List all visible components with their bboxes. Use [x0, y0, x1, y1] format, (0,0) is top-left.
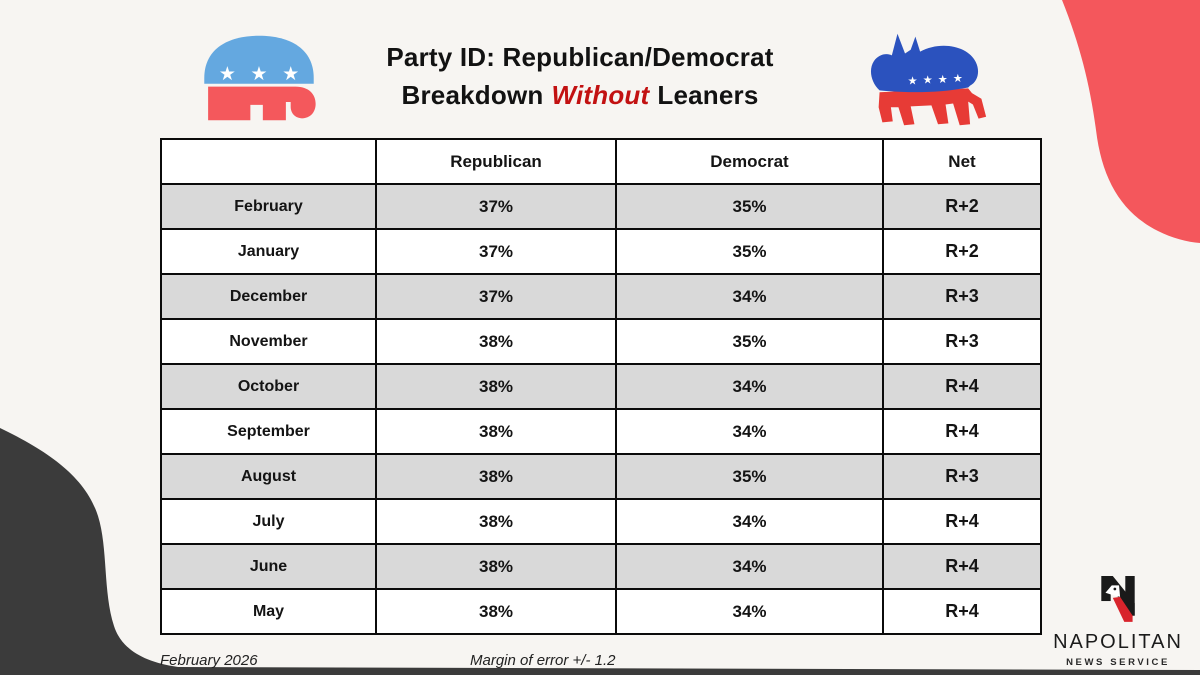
democrat-cell: 34% [615, 588, 884, 635]
brand-tagline: NEWS SERVICE [1066, 657, 1170, 668]
republican-cell: 38% [375, 453, 617, 500]
month-cell: August [160, 453, 377, 500]
svg-text:★: ★ [908, 75, 918, 88]
democrat-cell: 34% [615, 408, 884, 455]
table-row: July 38% 34% R+4 [160, 498, 1042, 545]
footer-date: February 2026 [160, 652, 258, 669]
table-row: February 37% 35% R+2 [160, 183, 1042, 230]
title-line-2-suffix: Leaners [657, 80, 759, 110]
table-row: January 37% 35% R+2 [160, 228, 1042, 275]
democrat-cell: 34% [615, 363, 884, 410]
table-header-row: Republican Democrat Net [160, 138, 1042, 185]
net-cell: R+2 [882, 228, 1042, 275]
table-row: December 37% 34% R+3 [160, 273, 1042, 320]
table-row: October 38% 34% R+4 [160, 363, 1042, 410]
democrat-cell: 35% [615, 453, 884, 500]
month-cell: November [160, 318, 377, 365]
republican-cell: 38% [375, 498, 617, 545]
republican-cell: 37% [375, 273, 617, 320]
republican-cell: 38% [375, 543, 617, 590]
svg-text:★: ★ [923, 74, 933, 87]
month-cell: December [160, 273, 377, 320]
net-cell: R+4 [882, 363, 1042, 410]
month-cell: July [160, 498, 377, 545]
napolitan-eagle-n-icon [1101, 576, 1135, 622]
table-row: May 38% 34% R+4 [160, 588, 1042, 635]
net-cell: R+2 [882, 183, 1042, 230]
republican-cell: 38% [375, 408, 617, 455]
republican-cell: 37% [375, 228, 617, 275]
table-row: November 38% 35% R+3 [160, 318, 1042, 365]
svg-text:★: ★ [953, 72, 963, 85]
republican-cell: 38% [375, 588, 617, 635]
party-id-table: Republican Democrat Net February 37% 35%… [160, 138, 1042, 635]
napolitan-brand: NAPOLITAN NEWS SERVICE [1040, 576, 1196, 668]
title-line-2-highlight: Without [551, 80, 650, 110]
svg-text:★: ★ [250, 62, 267, 85]
title-line-1: Party ID: Republican/Democrat [386, 42, 774, 72]
republican-cell: 38% [375, 363, 617, 410]
table-row: September 38% 34% R+4 [160, 408, 1042, 455]
table-row: June 38% 34% R+4 [160, 543, 1042, 590]
footer-margin-of-error: Margin of error +/- 1.2 [470, 652, 616, 669]
header-month [160, 138, 377, 185]
month-cell: June [160, 543, 377, 590]
republican-elephant-icon: ★ ★ ★ [204, 35, 316, 121]
table-row: August 38% 35% R+3 [160, 453, 1042, 500]
svg-text:★: ★ [938, 73, 948, 86]
svg-text:★: ★ [282, 62, 299, 85]
month-cell: May [160, 588, 377, 635]
republican-cell: 37% [375, 183, 617, 230]
brand-name: NAPOLITAN [1053, 631, 1183, 653]
net-cell: R+4 [882, 408, 1042, 455]
democrat-cell: 34% [615, 498, 884, 545]
republican-cell: 38% [375, 318, 617, 365]
month-cell: October [160, 363, 377, 410]
democrat-donkey-icon: ★ ★ ★ ★ [870, 33, 987, 126]
month-cell: February [160, 183, 377, 230]
democrat-cell: 34% [615, 543, 884, 590]
net-cell: R+3 [882, 273, 1042, 320]
net-cell: R+3 [882, 318, 1042, 365]
month-cell: September [160, 408, 377, 455]
democrat-cell: 34% [615, 273, 884, 320]
title-line-2-prefix: Breakdown [401, 80, 544, 110]
header-net: Net [882, 138, 1042, 185]
democrat-cell: 35% [615, 228, 884, 275]
header-republican: Republican [375, 138, 617, 185]
svg-text:★: ★ [219, 62, 236, 85]
net-cell: R+4 [882, 543, 1042, 590]
net-cell: R+4 [882, 588, 1042, 635]
page-title: Party ID: Republican/Democrat Breakdown W… [300, 38, 860, 114]
democrat-cell: 35% [615, 318, 884, 365]
net-cell: R+4 [882, 498, 1042, 545]
democrat-cell: 35% [615, 183, 884, 230]
month-cell: January [160, 228, 377, 275]
title-line-2: Breakdown Without Leaners [300, 76, 860, 114]
header-democrat: Democrat [615, 138, 884, 185]
net-cell: R+3 [882, 453, 1042, 500]
